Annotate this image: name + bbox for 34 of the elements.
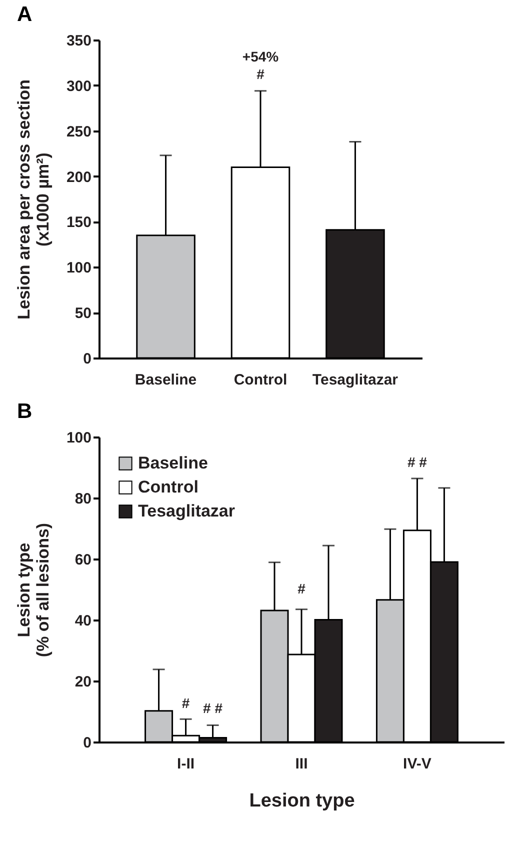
x-axis-title: Lesion type bbox=[249, 790, 355, 812]
x-tick-label: Tesaglitazar bbox=[312, 372, 398, 388]
y-tick-label: 20 bbox=[74, 674, 92, 690]
y-axis-title: Lesion area per cross section (x1000 µm²) bbox=[14, 80, 52, 320]
y-tick-label: 150 bbox=[66, 214, 92, 232]
y-tick-label: 40 bbox=[74, 612, 92, 630]
x-tick-label: Control bbox=[234, 372, 288, 388]
y-tick-label: 250 bbox=[66, 123, 92, 140]
x-tick-label: I-II bbox=[177, 756, 195, 772]
y-tick-label: 80 bbox=[74, 490, 92, 508]
annotation: # bbox=[298, 580, 306, 596]
y-tick-label: 100 bbox=[66, 260, 92, 277]
y-tick-label: 0 bbox=[83, 350, 92, 368]
legend-label: Baseline bbox=[138, 454, 208, 472]
x-tick-label: Baseline bbox=[134, 372, 197, 388]
x-tick-label: IV-V bbox=[403, 756, 432, 772]
legend-label: Control bbox=[138, 478, 198, 496]
y-tick-label: 100 bbox=[66, 430, 92, 446]
y-tick-label: 0 bbox=[83, 734, 92, 752]
y-tick-label: 300 bbox=[66, 78, 92, 95]
y-tick-label: 60 bbox=[74, 552, 92, 568]
annotation: +54% bbox=[242, 48, 280, 64]
x-tick-label: III bbox=[295, 756, 308, 772]
y-tick-label: 200 bbox=[66, 168, 92, 186]
chart-title: B bbox=[16, 400, 32, 423]
legend-label: Tesaglitazar bbox=[138, 502, 236, 520]
annotation: # bbox=[182, 695, 190, 712]
annotation: # # bbox=[203, 700, 223, 716]
y-tick-label: 50 bbox=[74, 305, 92, 322]
chart-title: A bbox=[16, 3, 32, 26]
annotation: # bbox=[256, 66, 265, 82]
y-tick-label: 350 bbox=[66, 32, 92, 50]
y-axis-title: Lesion type (% of all lesions) bbox=[14, 522, 52, 658]
annotation: # # bbox=[407, 454, 428, 470]
